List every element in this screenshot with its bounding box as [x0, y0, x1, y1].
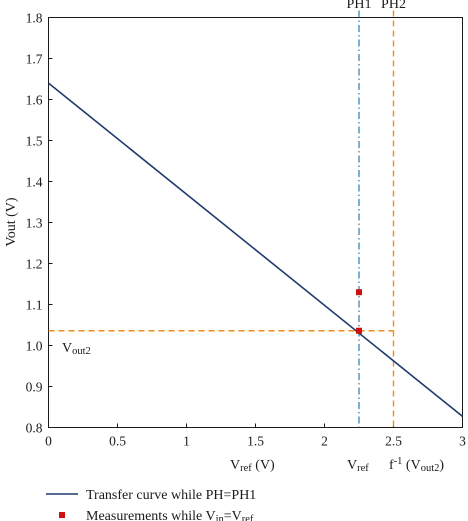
y-tick-label: 1.3	[26, 216, 43, 231]
y-tick-label: 1.0	[26, 339, 43, 354]
legend-entry-transfer-curve: Transfer curve while PH=PH1	[86, 488, 256, 503]
x-tick-label: 0	[45, 434, 52, 449]
x-tick-label: 2	[321, 434, 328, 449]
measurement-points	[356, 289, 362, 334]
x-tick-label: 1	[183, 434, 190, 449]
y-axis-label: Vout (V)	[4, 197, 19, 246]
x-tick-label: 3	[459, 434, 466, 449]
legend-marker-swatch	[59, 512, 65, 518]
x-tick-label: 1.5	[247, 434, 264, 449]
x-axis-label: Vref (V)	[230, 458, 275, 474]
ph2-label: PH2	[381, 0, 406, 12]
y-tick-label: 0.8	[26, 421, 43, 436]
vref-axis-annotation: Vref	[347, 458, 369, 474]
inverse-function-annotation: f-1 (Vout2)	[389, 456, 444, 474]
y-tick-label: 1.1	[26, 298, 43, 313]
y-tick-label: 1.7	[26, 52, 43, 67]
measurement-point	[356, 289, 362, 296]
ph1-label: PH1	[347, 0, 372, 12]
y-tick-label: 1.5	[26, 134, 43, 149]
y-axis: 0.8 0.9 1.0 1.1 1.2 1.3 1.4 1.5 1.6 1.7 1.8	[26, 11, 53, 436]
y-tick-label: 1.8	[26, 11, 43, 26]
x-axis: 0 0.5 1 1.5 2 2.5 3	[45, 423, 466, 449]
y-tick-label: 0.9	[26, 380, 43, 395]
measurement-point	[356, 327, 362, 334]
y-tick-label: 1.2	[26, 257, 43, 272]
x-tick-label: 0.5	[109, 434, 126, 449]
transfer-curve-line	[47, 82, 464, 418]
legend: Transfer curve while PH=PH1 Measurements…	[46, 488, 256, 521]
y-tick-label: 1.6	[26, 93, 43, 108]
y-tick-label: 1.4	[26, 175, 43, 190]
x-tick-label: 2.5	[385, 434, 402, 449]
vout2-label: Vout2	[62, 341, 91, 357]
legend-entry-measurements: Measurements while Vin=Vref	[86, 509, 254, 521]
